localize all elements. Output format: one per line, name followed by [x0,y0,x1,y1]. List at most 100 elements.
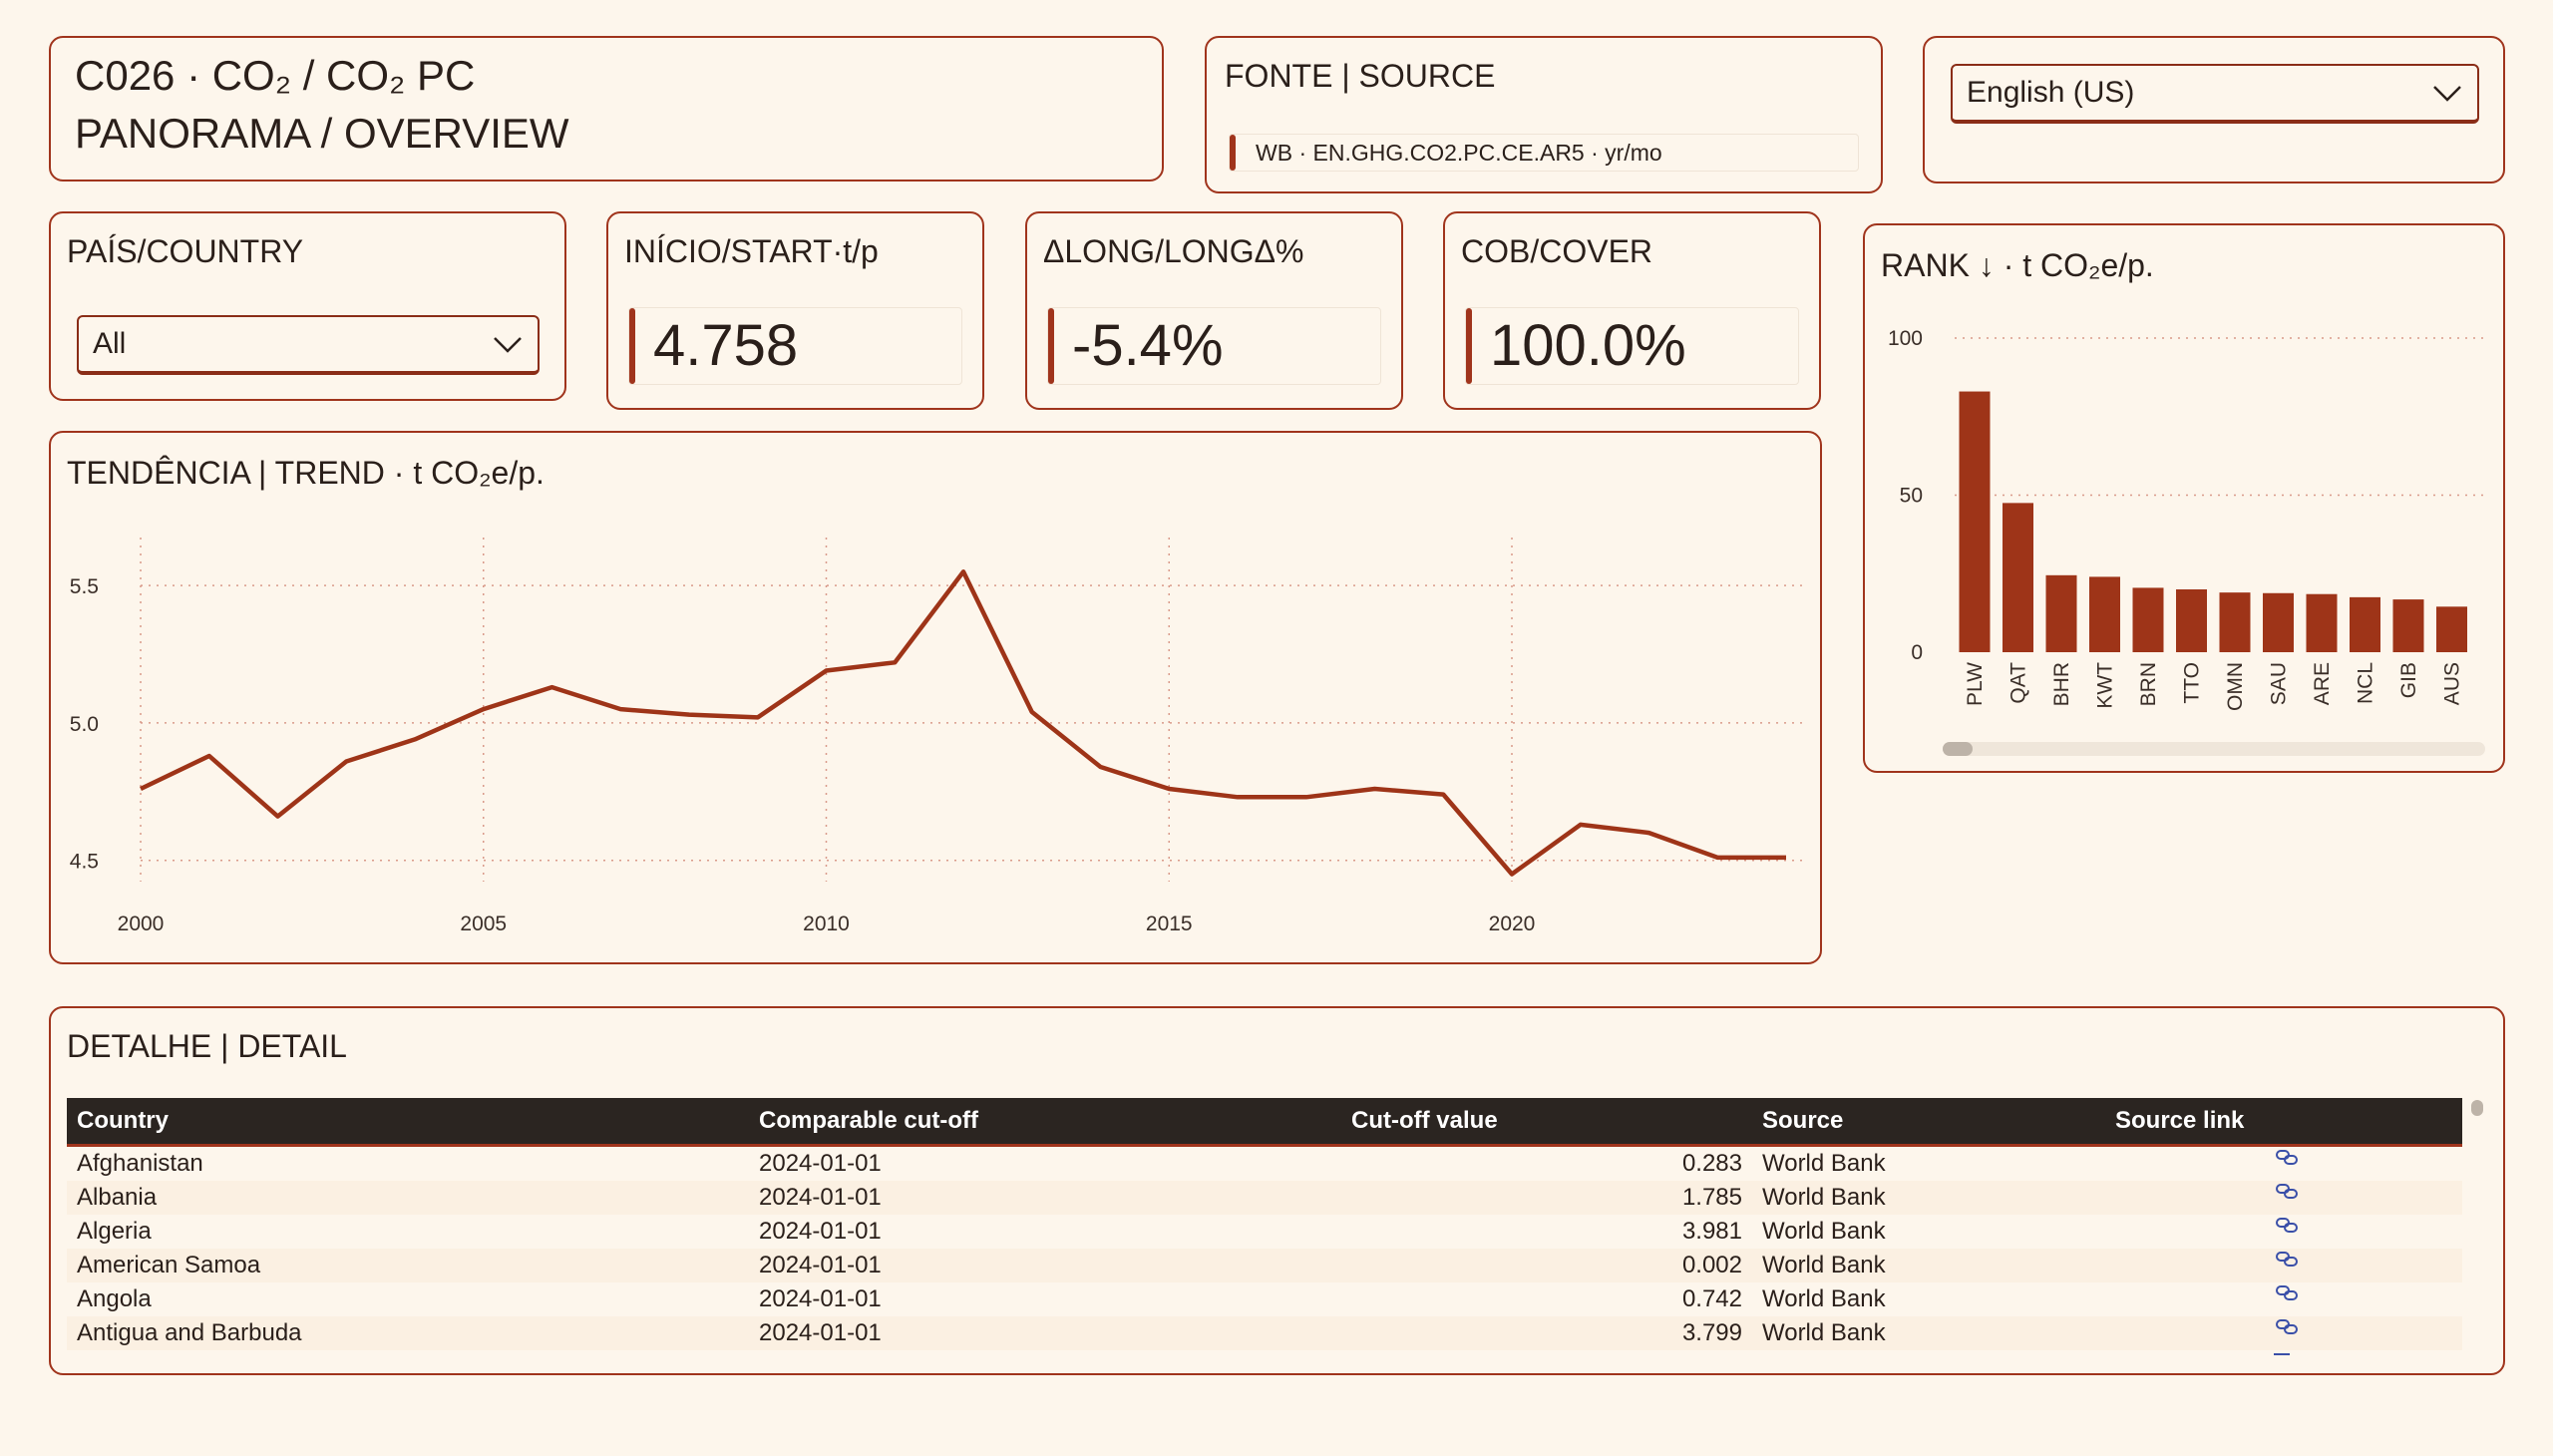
cell-country: Antigua and Barbuda [77,1319,302,1346]
table-header: Country Comparable cut-off Cut-off value… [67,1098,2462,1144]
vertical-scrollbar[interactable] [2470,1100,2484,1363]
x-tick-label: OMN [2224,662,2247,711]
table-row[interactable]: American Samoa 2024-01-01 0.002 World Bank [67,1249,2462,1282]
cell-cutoff-value: 3.799 [1681,1319,1742,1346]
country-filter-title: PAÍS/COUNTRY [67,233,304,269]
kpi-accent-bar [1048,308,1054,384]
x-tick-label: TTO [2181,662,2204,704]
table-row[interactable]: Afghanistan 2024-01-01 0.283 World Bank [67,1147,2462,1181]
cell-source: World Bank [1762,1285,1886,1312]
cell-source: World Bank [1762,1184,1886,1211]
cell-cutoff-date: 2024-01-01 [759,1218,882,1245]
bar-sau [2263,592,2294,652]
x-tick-label: GIB [2397,662,2420,698]
link-icon[interactable] [2275,1215,2299,1235]
scrollbar-thumb[interactable] [1943,742,1973,756]
trend-line-chart: 4.5 5.0 5.5 2000 2005 2010 2015 2020 [70,538,1806,935]
cell-source: World Bank [1762,1252,1886,1278]
scrollbar-thumb[interactable] [2471,1100,2483,1116]
x-tick-label: QAT [2007,662,2030,704]
bar-omn [2219,592,2251,652]
x-tick-label: AUS [2441,662,2464,705]
source-text: WB · EN.GHG.CO2.PC.CE.AR5 · yr/mo [1256,140,1662,166]
bar-gib [2392,599,2424,652]
kpi-title-start: INÍCIO/START·t/p [624,233,879,269]
bar-brn [2132,587,2164,652]
cell-country: Afghanistan [77,1150,203,1177]
table-row[interactable]: Antigua and Barbuda 2024-01-01 3.799 World … [67,1316,2462,1350]
language-dropdown[interactable]: English (US) [1951,64,2479,124]
report-title-line1: C026 · CO₂ / CO₂ PC [75,52,476,99]
link-icon[interactable] [2275,1181,2299,1201]
y-tick-label: 0 [1911,641,1923,664]
cell-cutoff-date: 2024-01-01 [759,1252,882,1278]
x-tick-label: 2005 [460,912,507,935]
kpi-title-cover: COB/COVER [1461,233,1653,269]
x-tick-label: 2020 [1489,912,1536,935]
x-tick-label: 2000 [118,912,165,935]
kpi-value-delta: -5.4% [1072,313,1224,378]
bar-ncl [2350,596,2380,652]
x-tick-label: BHR [2050,662,2073,706]
country-dropdown[interactable]: All [77,315,540,375]
kpi-title-delta: ΔLONG/LONGΔ% [1043,233,1304,269]
x-tick-label: 2015 [1146,912,1193,935]
cell-cutoff-date: 2024-01-01 [759,1184,882,1211]
cell-cutoff-date: 2024-01-01 [759,1150,882,1177]
cell-country: Albania [77,1184,158,1211]
kpi-card-delta: ΔLONG/LONGΔ% -5.4% [1025,211,1403,410]
column-header-country[interactable]: Country [77,1107,169,1134]
report-title-line2: PANORAMA / OVERVIEW [75,110,569,157]
link-icon[interactable] [2275,1316,2299,1336]
detail-title: DETALHE | DETAIL [67,1028,347,1064]
cell-country: Angola [77,1285,152,1312]
x-tick-label: 2010 [803,912,850,935]
bar-aus [2436,606,2467,652]
column-header-cutoff-value[interactable]: Cut-off value [1351,1107,1498,1134]
cell-source: World Bank [1762,1319,1886,1346]
kpi-card-start: INÍCIO/START·t/p 4.758 [606,211,984,410]
source-card: FONTE | SOURCE WB · EN.GHG.CO2.PC.CE.AR5… [1205,36,1883,193]
column-header-cutoff[interactable]: Comparable cut-off [759,1107,979,1134]
country-filter-card: PAÍS/COUNTRY All [49,211,566,401]
chevron-down-icon [2433,86,2461,102]
link-icon[interactable] [2275,1249,2299,1269]
cell-cutoff-value: 0.283 [1681,1150,1742,1177]
cell-cutoff-value: 0.742 [1681,1285,1742,1312]
source-title: FONTE | SOURCE [1225,58,1496,94]
x-tick-label: PLW [1964,662,1987,706]
rank-chart-card: RANK ↓ · t CO₂e/p. 0 50 100 PLW QAT BHR KWT BRN… [1863,223,2505,773]
language-card: English (US) [1923,36,2505,183]
y-tick-label: 4.5 [70,851,99,874]
bar-are [2306,593,2338,652]
cell-source: World Bank [1762,1150,1886,1177]
column-header-source-link[interactable]: Source link [2115,1107,2245,1134]
kpi-box-start: 4.758 [628,307,962,385]
link-icon[interactable] [2275,1147,2299,1167]
header-card: C026 · CO₂ / CO₂ PC PANORAMA / OVERVIEW [49,36,1164,182]
cell-cutoff-value: 3.981 [1681,1218,1742,1245]
kpi-accent-bar [1466,308,1472,384]
x-tick-label: SAU [2268,662,2291,705]
y-tick-label: 5.0 [70,713,99,736]
rank-bar-chart: 0 50 100 PLW QAT BHR KWT BRN TTO OMN SAU ARE NCL GIB A… [1888,327,2489,711]
kpi-accent-bar [629,308,635,384]
language-selected: English (US) [1967,76,2135,109]
table-row[interactable]: Albania 2024-01-01 1.785 World Bank [67,1181,2462,1215]
horizontal-scrollbar[interactable] [1943,742,2485,756]
link-icon[interactable] [2275,1282,2299,1302]
cell-cutoff-value: 0.002 [1681,1252,1742,1278]
table-row[interactable]: Algeria 2024-01-01 3.981 World Bank [67,1215,2462,1249]
bar-plw [1959,391,1991,652]
table-row[interactable]: Angola 2024-01-01 0.742 World Bank [67,1282,2462,1316]
y-tick-label: 100 [1888,327,1923,350]
trend-series-line [140,569,1786,877]
cell-cutoff-date: 2024-01-01 [759,1319,882,1346]
x-tick-label: NCL [2355,662,2377,704]
trend-chart-card: TENDÊNCIA | TREND · t CO₂e/p. 4.5 5.0 5.5 2… [49,431,1822,964]
kpi-box-delta: -5.4% [1047,307,1381,385]
kpi-value-cover: 100.0% [1490,313,1686,378]
column-header-source[interactable]: Source [1762,1107,1844,1134]
cell-country: American Samoa [77,1252,261,1278]
country-selected: All [93,327,127,360]
